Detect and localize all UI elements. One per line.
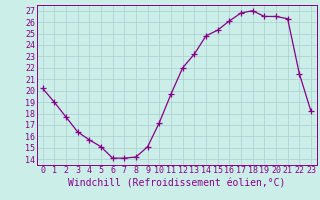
X-axis label: Windchill (Refroidissement éolien,°C): Windchill (Refroidissement éolien,°C) — [68, 178, 285, 188]
